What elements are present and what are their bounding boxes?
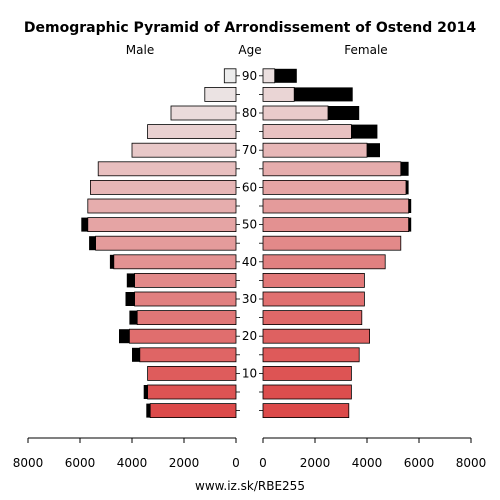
female-bar-35-39 [262,272,365,288]
female-bar-80-84 [262,105,329,121]
male-bar-65-69 [97,161,237,177]
male-bar-5-9 [147,384,237,400]
female-bar-25-29 [262,310,363,326]
male-bar-80-84 [170,105,237,121]
female-extra-bar-70-74 [367,143,380,158]
male-extra-bar-35-39 [126,273,135,288]
male-bar-55-59 [87,198,237,214]
male-bar-10-14 [147,365,237,381]
female-extra-bar-85-89 [294,87,353,102]
male-extra-bar-25-29 [129,310,138,325]
age-tick-label: 80 [242,106,257,120]
female-bar-90+ [262,68,276,84]
age-tick-label: 20 [242,329,257,343]
female-axis-tick-label: 0 [259,456,267,470]
male-axis-tick-label: 4000 [117,456,148,470]
male-extra-bar-50-54 [81,217,88,232]
male-extra-bar-40-44 [109,254,114,269]
female-extra-bar-75-79 [351,124,378,139]
female-axis-tick-label: 4000 [352,456,383,470]
male-axis-tick-label: 0 [232,456,240,470]
female-bar-55-59 [262,198,410,214]
age-tick-label: 10 [242,366,257,380]
female-bar-30-34 [262,291,365,307]
male-extra-bar-20-24 [119,329,130,344]
age-tick-label: 50 [242,218,257,232]
chart-title: Demographic Pyramid of Arrondissement of… [24,20,476,36]
male-bar-15-19 [139,347,237,363]
male-bar-50-54 [87,217,237,233]
male-extra-bar-0-4 [146,403,151,418]
female-bar-60-64 [262,179,407,195]
male-axis-tick-label: 2000 [169,456,200,470]
female-extra-bar-55-59 [408,199,412,213]
female-axis-tick-label: 2000 [300,456,331,470]
age-label: Age [238,43,261,57]
male-bar-30-34 [134,291,237,307]
male-bar-90+ [223,68,237,84]
male-extra-bar-30-34 [125,292,135,306]
female-bar-75-79 [262,124,352,139]
age-tick-label: 70 [242,143,257,157]
female-extra-bar-50-54 [408,217,412,232]
male-extra-bar-15-19 [132,347,140,362]
axes-group: 10 20 30 40 50 60 70 80 90 8000 6000 4000 2000 0 0 2000… [13,69,487,470]
female-bar-85-89 [262,87,295,102]
male-bar-85-89 [204,87,237,102]
female-axis-tick-label: 8000 [456,456,487,470]
male-bar-25-29 [136,310,237,326]
male-bar-20-24 [128,328,237,344]
male-bar-45-49 [95,235,237,251]
age-tick-label: 40 [242,255,257,269]
male-bar-70-74 [131,142,237,158]
male-bar-60-64 [90,179,237,195]
female-bar-5-9 [262,384,352,400]
female-label: Female [344,43,387,57]
male-bar-0-4 [149,403,237,419]
female-extra-bar-60-64 [406,180,409,195]
male-axis-tick-label: 8000 [13,456,44,470]
female-bar-0-4 [262,403,350,419]
male-axis-tick-label: 6000 [65,456,96,470]
female-bar-20-24 [262,328,370,344]
female-bar-70-74 [262,142,368,158]
male-extra-bar-45-49 [89,236,96,251]
bars-group [81,68,412,419]
female-bar-45-49 [262,235,402,251]
male-label: Male [126,43,154,57]
female-bar-15-19 [262,347,360,363]
female-bar-65-69 [262,161,402,177]
male-bar-75-79 [147,124,237,139]
female-bar-50-54 [262,217,410,233]
male-bar-40-44 [113,254,237,270]
female-extra-bar-65-69 [400,161,409,176]
age-tick-label: 30 [242,292,257,306]
female-axis-tick-label: 6000 [404,456,435,470]
male-extra-bar-5-9 [143,385,148,399]
age-tick-label: 90 [242,69,257,83]
female-extra-bar-90+ [274,68,297,83]
age-tick-label: 60 [242,180,257,194]
female-extra-bar-80-84 [328,106,360,120]
female-bar-40-44 [262,254,386,270]
male-bar-35-39 [134,272,237,288]
female-bar-10-14 [262,365,352,381]
source-footer: www.iz.sk/RBE255 [195,479,305,493]
